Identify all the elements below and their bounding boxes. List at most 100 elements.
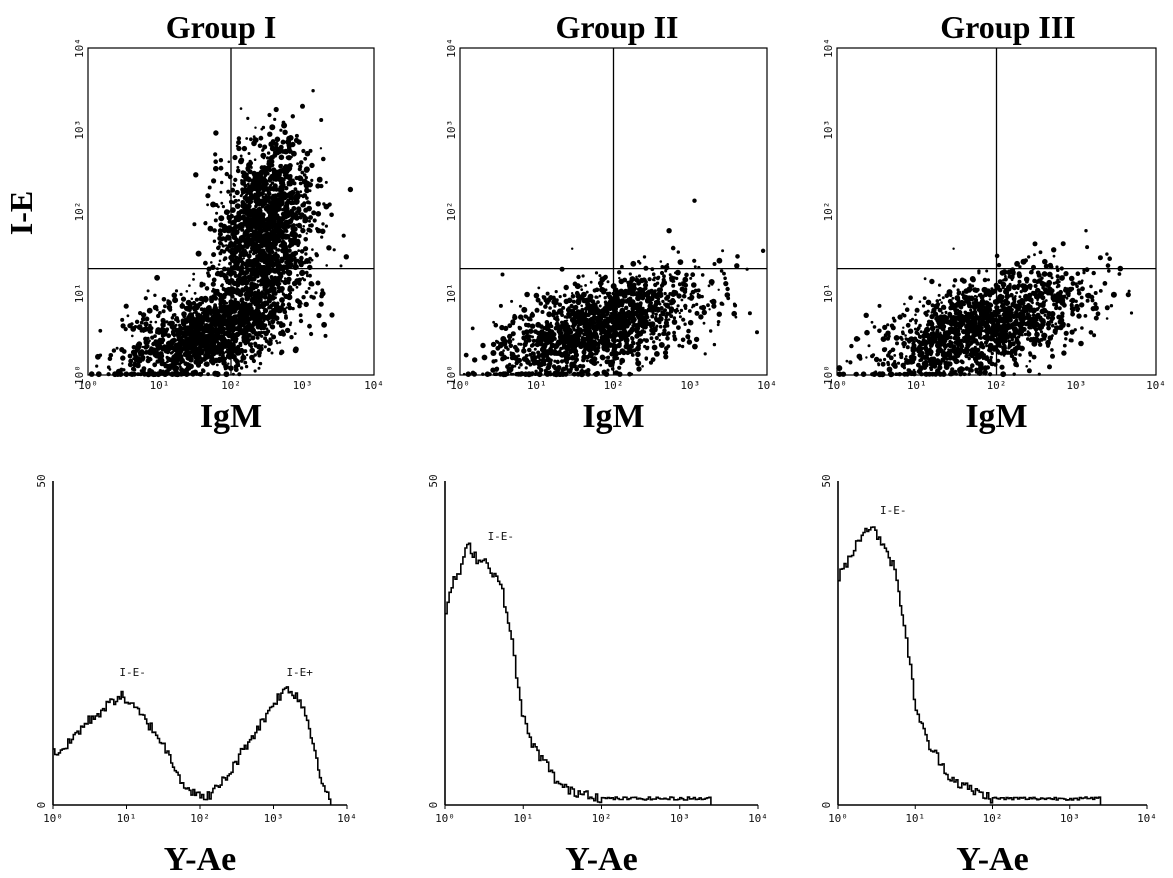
scatter-point bbox=[572, 326, 576, 331]
scatter-point bbox=[231, 372, 235, 376]
scatter-point bbox=[231, 200, 236, 205]
scatter-point bbox=[631, 340, 635, 345]
scatter-point bbox=[252, 137, 258, 143]
scatter-point bbox=[544, 320, 550, 325]
scatter-point bbox=[293, 194, 297, 197]
scatter-point bbox=[155, 350, 159, 354]
scatter-point bbox=[502, 355, 508, 361]
scatter-point bbox=[692, 343, 698, 350]
scatter-point bbox=[283, 148, 289, 155]
scatter-point bbox=[518, 304, 522, 308]
scatter-point bbox=[225, 327, 229, 331]
scatter-point bbox=[512, 344, 518, 350]
scatter-point bbox=[168, 307, 173, 312]
scatter-point bbox=[265, 206, 269, 210]
scatter-point bbox=[659, 260, 663, 263]
scatter-point bbox=[675, 269, 681, 276]
scatter-point bbox=[223, 300, 227, 304]
scatter-point bbox=[630, 290, 637, 297]
scatter-point bbox=[254, 242, 259, 248]
scatter-point bbox=[281, 120, 286, 125]
scatter-point bbox=[655, 317, 658, 321]
scatter-point bbox=[223, 304, 227, 309]
scatter-point bbox=[297, 167, 302, 172]
scatter-point bbox=[315, 201, 321, 207]
scatter-point bbox=[321, 156, 326, 162]
scatter-point bbox=[245, 298, 249, 302]
scatter-point bbox=[323, 333, 328, 338]
scatter-point bbox=[289, 335, 294, 340]
scatter-point bbox=[680, 337, 686, 343]
scatter-point bbox=[130, 322, 134, 326]
scatter-point bbox=[747, 311, 752, 316]
scatter-point bbox=[872, 325, 877, 329]
scatter-point bbox=[146, 289, 150, 293]
scatter-point bbox=[717, 288, 720, 291]
scatter-point bbox=[257, 224, 262, 229]
scatter-point bbox=[267, 294, 274, 301]
scatter-point bbox=[292, 238, 297, 242]
scatter-point bbox=[275, 339, 278, 343]
scatter-point bbox=[585, 359, 589, 363]
scatter-point bbox=[575, 337, 581, 343]
scatter-point bbox=[537, 365, 541, 370]
scatter-point bbox=[651, 272, 656, 277]
scatter-point bbox=[533, 329, 538, 334]
scatter-point bbox=[204, 286, 210, 291]
scatter-point bbox=[143, 350, 149, 355]
scatter-point bbox=[273, 150, 277, 155]
scatter-point bbox=[223, 256, 228, 261]
scatter-point bbox=[635, 313, 640, 318]
scatter-point bbox=[215, 363, 219, 367]
scatter-point bbox=[548, 295, 554, 301]
scatter-point bbox=[192, 353, 196, 356]
scatter-point bbox=[240, 251, 244, 255]
scatter-point bbox=[321, 321, 327, 328]
scatter-point bbox=[239, 279, 246, 286]
scatter-point bbox=[152, 304, 159, 311]
scatter-point bbox=[703, 352, 707, 356]
scatter-point bbox=[522, 372, 526, 376]
scatter-point bbox=[245, 230, 250, 235]
scatter-point bbox=[584, 306, 589, 312]
scatter-point bbox=[253, 369, 257, 373]
scatter-point bbox=[228, 210, 231, 213]
scatter-point bbox=[669, 314, 674, 319]
scatter-point bbox=[144, 316, 150, 322]
scatter-point bbox=[481, 372, 485, 376]
scatter-point bbox=[580, 368, 584, 371]
x-axis-label: IgM bbox=[200, 398, 262, 435]
scatter-point bbox=[666, 228, 672, 234]
scatter-point bbox=[221, 292, 227, 298]
scatter-point bbox=[127, 362, 133, 368]
scatter-point bbox=[217, 348, 221, 352]
scatter-point bbox=[173, 367, 178, 373]
scatter-point bbox=[296, 162, 299, 166]
scatter-point bbox=[226, 225, 231, 230]
scatter-point bbox=[181, 311, 187, 317]
scatter-point bbox=[658, 287, 663, 293]
scatter-point bbox=[237, 327, 243, 333]
scatter-point bbox=[231, 209, 234, 212]
scatter-point bbox=[188, 284, 191, 287]
scatter-point bbox=[599, 363, 603, 367]
scatter-point bbox=[593, 342, 597, 347]
scatter-point bbox=[581, 329, 585, 332]
scatter-point bbox=[209, 338, 215, 343]
scatter-point bbox=[247, 279, 251, 283]
scatter-point bbox=[146, 307, 153, 314]
scatter-point bbox=[270, 197, 275, 202]
scatter-point bbox=[678, 311, 681, 315]
scatter-point bbox=[212, 239, 217, 243]
scatter-point bbox=[204, 361, 210, 368]
scatter-point bbox=[216, 323, 220, 327]
scatter-point bbox=[665, 318, 669, 322]
scatter-point bbox=[290, 155, 293, 159]
scatter-point bbox=[237, 228, 241, 231]
scatter-point bbox=[195, 250, 202, 257]
scatter-point bbox=[153, 334, 157, 338]
scatter-point bbox=[308, 261, 312, 264]
scatter-point bbox=[621, 349, 627, 356]
scatter-point bbox=[700, 273, 705, 277]
scatter-point bbox=[257, 143, 263, 149]
